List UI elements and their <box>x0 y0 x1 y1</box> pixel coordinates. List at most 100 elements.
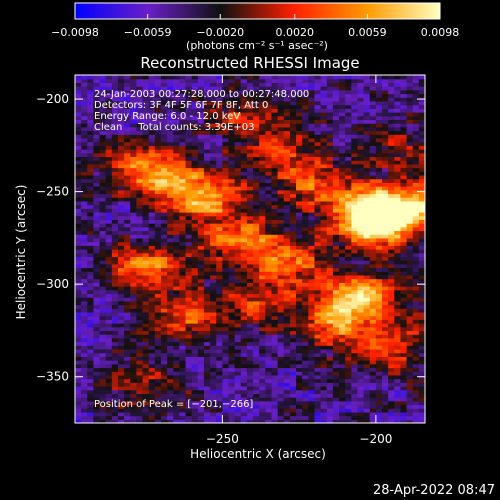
heatmap-cell <box>339 241 346 246</box>
heatmap-cell <box>197 267 205 272</box>
heatmap-cell <box>75 300 82 306</box>
heatmap-cell <box>191 241 199 246</box>
heatmap-cell <box>234 141 242 146</box>
heatmap-cell <box>124 252 131 257</box>
heatmap-cell <box>363 408 371 413</box>
heatmap-cell <box>320 352 328 357</box>
heatmap-cell <box>314 271 322 276</box>
heatmap-cell <box>351 108 359 113</box>
heatmap-cell <box>339 267 346 272</box>
heatmap-cell <box>210 115 217 121</box>
heatmap-cell <box>320 300 328 306</box>
heatmap-cell <box>259 167 266 172</box>
heatmap-cell <box>124 293 131 298</box>
heatmap-cell <box>216 141 223 146</box>
heatmap-cell <box>93 411 101 417</box>
heatmap-cell <box>289 112 297 117</box>
heatmap-cell <box>375 189 383 195</box>
heatmap-cell <box>320 323 328 328</box>
heatmap-cell <box>363 382 371 387</box>
heatmap-cell <box>302 123 309 128</box>
heatmap-cell <box>191 119 199 124</box>
heatmap-cell <box>363 123 371 128</box>
heatmap-cell <box>148 204 156 209</box>
heatmap-cell <box>369 385 377 391</box>
heatmap-cell <box>142 82 150 87</box>
heatmap-cell <box>277 78 285 83</box>
heatmap-cell <box>185 156 193 161</box>
heatmap-cell <box>179 385 187 391</box>
heatmap-cell <box>87 189 95 195</box>
heatmap-cell <box>382 211 389 217</box>
heatmap-cell <box>75 149 82 154</box>
heatmap-cell <box>203 363 211 369</box>
heatmap-cell <box>363 97 371 102</box>
heatmap-cell <box>253 126 260 132</box>
heatmap-cell <box>99 215 107 220</box>
heatmap-cell <box>339 334 346 339</box>
heatmap-cell <box>173 149 180 154</box>
heatmap-cell <box>357 204 365 209</box>
heatmap-cell <box>339 197 346 202</box>
heatmap-cell <box>160 200 168 206</box>
heatmap-cell <box>357 219 365 224</box>
heatmap-cell <box>136 300 144 306</box>
heatmap-cell <box>308 286 316 291</box>
heatmap-cell <box>173 119 180 124</box>
heatmap-cell <box>246 93 254 98</box>
heatmap-cell <box>332 119 340 124</box>
heatmap-cell <box>369 208 377 213</box>
heatmap-cell <box>117 297 125 302</box>
heatmap-cell <box>394 371 402 376</box>
heatmap-cell <box>375 282 383 287</box>
heatmap-cell <box>111 408 119 413</box>
heatmap-cell <box>339 249 346 254</box>
heatmap-cell <box>160 97 168 102</box>
heatmap-cell <box>197 215 205 220</box>
heatmap-cell <box>296 245 303 250</box>
heatmap-cell <box>363 282 371 287</box>
heatmap-cell <box>81 156 88 161</box>
heatmap-cell <box>259 249 266 254</box>
heatmap-cell <box>216 385 223 391</box>
heatmap-cell <box>394 400 402 406</box>
heatmap-cell <box>277 208 285 213</box>
heatmap-cell <box>117 137 125 143</box>
heatmap-cell <box>111 326 119 332</box>
heatmap-cell <box>216 108 223 113</box>
heatmap-cell <box>351 363 359 369</box>
heatmap-cell <box>259 193 266 198</box>
heatmap-cell <box>142 108 150 113</box>
heatmap-cell <box>75 134 82 139</box>
heatmap-cell <box>259 182 266 187</box>
heatmap-cell <box>228 93 236 98</box>
heatmap-cell <box>326 415 334 420</box>
heatmap-cell <box>363 211 371 217</box>
heatmap-cell <box>289 193 297 198</box>
heatmap-cell <box>375 278 383 283</box>
heatmap-cell <box>357 278 365 283</box>
heatmap-cell <box>246 145 254 150</box>
heatmap-cell <box>105 334 113 339</box>
heatmap-cell <box>246 319 254 324</box>
heatmap-cell <box>351 211 359 217</box>
heatmap-cell <box>173 297 180 302</box>
heatmap-cell <box>357 404 365 409</box>
heatmap-cell <box>332 234 340 239</box>
heatmap-cell <box>167 263 174 269</box>
heatmap-cell <box>351 374 359 380</box>
heatmap-cell <box>99 204 107 209</box>
heatmap-cell <box>339 167 346 172</box>
heatmap-cell <box>191 323 199 328</box>
heatmap-cell <box>160 315 168 320</box>
heatmap-cell <box>185 348 193 354</box>
heatmap-cell <box>87 260 95 265</box>
heatmap-cell <box>259 178 266 183</box>
heatmap-cell <box>117 397 125 402</box>
heatmap-cell <box>277 215 285 220</box>
heatmap-cell <box>167 115 174 121</box>
heatmap-cell <box>265 252 273 257</box>
heatmap-cell <box>314 104 322 109</box>
heatmap-cell <box>351 330 359 335</box>
heatmap-cell <box>253 204 260 209</box>
